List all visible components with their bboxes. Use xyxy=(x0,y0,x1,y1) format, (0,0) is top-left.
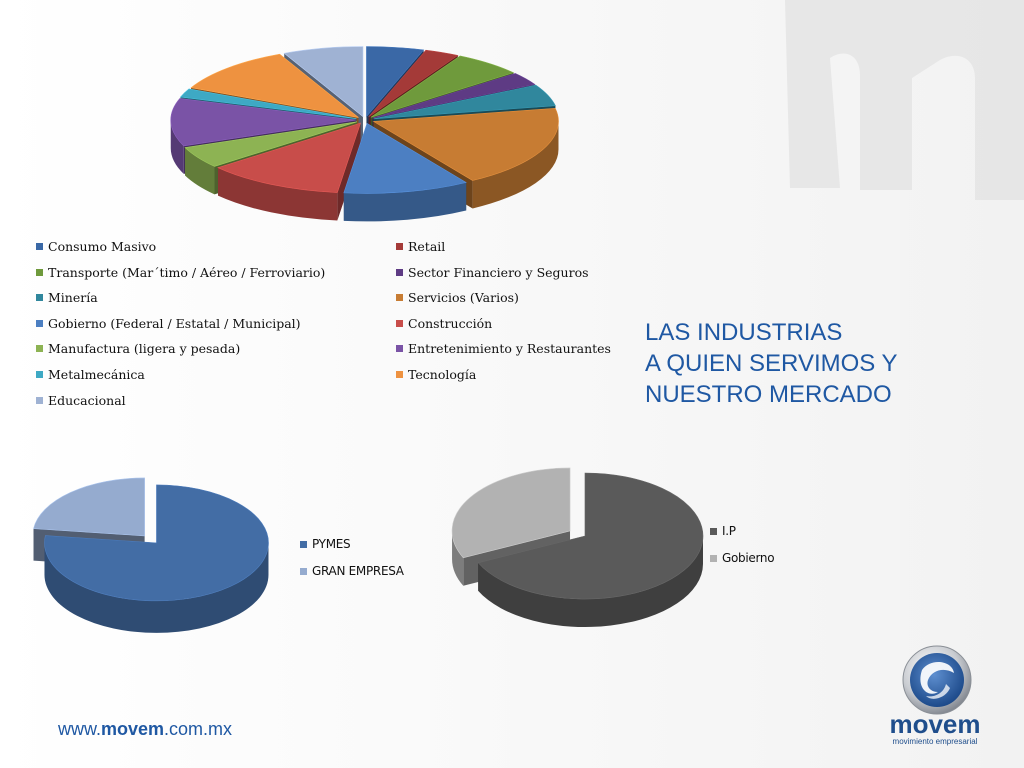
industries-legend-swatch xyxy=(396,371,403,378)
industries-legend-swatch xyxy=(36,243,43,250)
website-link[interactable]: www.movem.com.mx xyxy=(58,719,232,740)
industries-legend-label: Consumo Masivo xyxy=(48,239,157,254)
industries-legend-swatch xyxy=(36,294,43,302)
industries-slice-10 xyxy=(179,88,357,120)
watermark-m xyxy=(785,0,1024,200)
size-legend-swatch xyxy=(300,540,307,548)
sector-legend: I.P Gobierno xyxy=(710,524,830,574)
industries-legend-label: Entretenimiento y Restaurantes xyxy=(408,341,611,357)
company-size-legend: PYMES GRAN EMPRESA xyxy=(300,537,440,587)
industries-legend-item: Transporte (Mar´timo / Aéreo / Ferroviar… xyxy=(36,265,325,280)
industries-legend-swatch xyxy=(36,268,43,276)
industries-slice-tops xyxy=(170,46,559,194)
industries-legend: Consumo Masivo Retail Transporte (Mar´timo… xyxy=(36,239,636,414)
sector-legend-label: Gobierno xyxy=(722,551,775,565)
industries-slice-5-outer-wall xyxy=(472,121,559,209)
movem-logo: movem movimiento empresarial xyxy=(889,645,981,746)
industries-slice-11 xyxy=(190,53,359,118)
industries-legend-swatch xyxy=(36,345,43,353)
industries-legend-item: Consumo Masivo xyxy=(36,239,156,254)
sector-legend-label: I.P xyxy=(722,524,736,538)
industries-legend-item: Minería xyxy=(36,290,98,305)
sector-slice-1 xyxy=(451,467,571,559)
movem-swirl-icon xyxy=(902,645,972,715)
industries-slice-1 xyxy=(368,49,459,118)
industries-legend-label: Metalmecánica xyxy=(48,367,145,382)
industries-legend-swatch xyxy=(396,268,403,276)
slide-title: LAS INDUSTRIAS A QUIEN SERVIMOS Y NUESTR… xyxy=(645,317,898,410)
size-slice-0-outer-wall xyxy=(44,542,269,633)
industries-slice-0 xyxy=(366,46,425,118)
industries-slice-7 xyxy=(217,122,362,193)
industries-slice-3 xyxy=(372,73,536,119)
sector-slice-tops xyxy=(451,467,704,600)
industries-legend-item: Construcción xyxy=(396,316,492,331)
size-legend-label: PYMES xyxy=(312,537,351,551)
sector-legend-swatch xyxy=(710,554,717,562)
sector-legend-swatch xyxy=(710,527,717,535)
industries-slice-7-outer-wall xyxy=(217,167,338,221)
industries-legend-label: Tecnología xyxy=(408,367,477,382)
industries-legend-item: Metalmecánica xyxy=(36,367,145,382)
industries-legend-label: Servicios (Varios) xyxy=(408,290,519,306)
industries-slice-4 xyxy=(373,84,556,120)
industries-legend-item: Tecnología xyxy=(396,367,476,382)
industries-legend-label: Manufactura (ligera y pesada) xyxy=(48,341,241,357)
size-slice-tops xyxy=(33,477,269,602)
industries-legend-swatch xyxy=(396,345,403,353)
sector-legend-item: I.P xyxy=(710,524,736,538)
size-legend-item: PYMES xyxy=(300,537,351,551)
industries-legend-item: Servicios (Varios) xyxy=(396,290,519,305)
industries-slice-12 xyxy=(283,46,364,118)
size-legend-item: GRAN EMPRESA xyxy=(300,564,404,578)
title-line-1: LAS INDUSTRIAS xyxy=(645,319,843,346)
industries-legend-swatch xyxy=(36,319,43,327)
industries-slice-6 xyxy=(343,122,467,194)
size-slice-1 xyxy=(33,477,145,537)
industries-legend-swatch xyxy=(396,294,403,302)
industries-legend-item: Gobierno (Federal / Estatal / Municipal) xyxy=(36,316,301,331)
industries-legend-item: Sector Financiero y Seguros xyxy=(396,265,589,280)
size-legend-swatch xyxy=(300,567,307,575)
industries-slice-6-outer-wall xyxy=(343,182,467,222)
industries-slice-8 xyxy=(184,121,358,167)
title-line-2: A QUIEN SERVIMOS Y xyxy=(645,350,898,377)
industries-legend-item: Retail xyxy=(396,239,445,254)
industries-slice-8-outer-wall xyxy=(185,147,215,195)
sector-slice-0 xyxy=(477,472,704,600)
industries-legend-label: Gobierno (Federal / Estatal / Municipal) xyxy=(48,315,301,331)
logo-tagline-text: movimiento empresarial xyxy=(893,737,978,746)
industries-legend-swatch xyxy=(396,319,403,327)
industries-legend-label: Transporte (Mar´timo / Aéreo / Ferroviar… xyxy=(48,264,326,280)
industries-legend-label: Minería xyxy=(48,290,98,306)
industries-legend-item: Educacional xyxy=(36,393,126,408)
website-suffix: .com.mx xyxy=(164,719,233,739)
website-brand: movem xyxy=(101,719,165,739)
industries-legend-item: Entretenimiento y Restaurantes xyxy=(396,341,611,356)
sector-slice-0-outer-wall xyxy=(478,536,703,628)
industries-legend-item: Manufactura (ligera y pesada) xyxy=(36,341,240,356)
industries-slice-5 xyxy=(372,107,559,181)
industries-legend-label: Construcción xyxy=(408,315,493,331)
industries-legend-label: Retail xyxy=(408,239,446,254)
size-legend-label: GRAN EMPRESA xyxy=(312,564,404,578)
sector-legend-item: Gobierno xyxy=(710,551,775,565)
industries-legend-swatch xyxy=(36,396,43,404)
title-line-3: NUESTRO MERCADO xyxy=(645,381,892,408)
industries-legend-swatch xyxy=(36,371,43,378)
industries-legend-label: Educacional xyxy=(48,392,126,408)
industries-slice-2 xyxy=(370,55,515,118)
industries-slice-9 xyxy=(170,98,356,147)
industries-legend-swatch xyxy=(396,243,403,250)
industries-legend-label: Sector Financiero y Seguros xyxy=(408,264,589,280)
website-prefix: www. xyxy=(58,719,102,739)
logo-brand-text: movem xyxy=(889,709,980,739)
size-slice-0 xyxy=(44,484,269,602)
